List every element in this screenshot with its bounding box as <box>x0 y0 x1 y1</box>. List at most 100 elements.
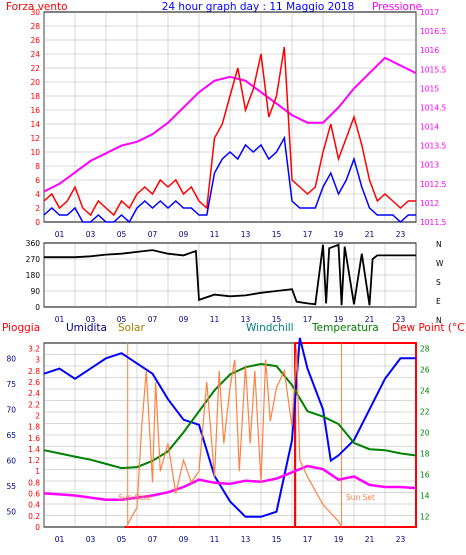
y-tick-label-right: 1016.5 <box>420 27 446 36</box>
x-tick-label: 03 <box>86 315 96 324</box>
y-tick-label-right: 1014.5 <box>420 103 446 112</box>
x-tick-label: 03 <box>86 230 96 239</box>
y-tick-label-right: 28 <box>420 344 430 353</box>
compass-label: N <box>436 316 442 325</box>
y-tick-label-rain: 2.8 <box>28 367 40 376</box>
x-tick-label: 09 <box>179 230 189 239</box>
wind-speed-label: Forza vento <box>6 1 68 13</box>
rain-humidity-temperature-panel: 0 0.2 0.4 0.6 0.8 1 1.2 1.4 1.6 1.8 2 2.2 2.4 2.6 2.8 3… <box>6 337 430 544</box>
series-line-direction <box>44 243 416 306</box>
series-line-dew-point <box>43 464 417 501</box>
y-tick-label-right: 22 <box>420 407 430 416</box>
compass-label: S <box>436 278 441 287</box>
y-tick-label-left: 22 <box>30 64 40 73</box>
legend-windchill: Windchill <box>246 322 294 334</box>
y-tick-label-right: 18 <box>420 449 430 458</box>
y-tick-label-left: 24 <box>30 50 40 59</box>
y-tick-label-left: 28 <box>30 22 40 31</box>
x-tick-label: 21 <box>365 315 375 324</box>
y-tick-label-rain: 0.8 <box>28 478 40 487</box>
x-tick-label: 19 <box>334 230 344 239</box>
x-tick-label: 11 <box>210 230 220 239</box>
sunrise-label: Sun Rise <box>118 493 151 502</box>
y-tick-label-left: 360 <box>26 239 41 248</box>
legend-rain: Pioggia <box>2 322 40 334</box>
series-line-umidita <box>43 337 416 518</box>
y-tick-label-right: 16 <box>420 470 430 479</box>
x-tick-label: 11 <box>210 535 220 544</box>
series-line-speed <box>43 135 416 224</box>
x-tick-label: 09 <box>179 315 189 324</box>
y-tick-label-rain: 1.6 <box>28 434 40 443</box>
y-tick-label-rain: 3 <box>35 356 40 365</box>
series-line-solar <box>127 348 343 528</box>
y-tick-label-right: 1011.5 <box>420 218 446 227</box>
y-tick-label-left: 8 <box>35 162 40 171</box>
x-tick-label: 21 <box>365 535 375 544</box>
x-tick-label: 15 <box>272 315 282 324</box>
y-tick-label-right: 1012 <box>420 199 439 208</box>
y-tick-label-left: 4 <box>35 190 40 199</box>
y-tick-label-right: 1015 <box>420 84 439 93</box>
x-tick-label: 23 <box>396 230 406 239</box>
y-tick-label-left: 12 <box>30 134 40 143</box>
y-tick-label-rain: 1.2 <box>28 456 40 465</box>
y-tick-label-rain: 2 <box>35 411 40 420</box>
y-tick-label-left: 2 <box>35 204 40 213</box>
y-tick-label-left: 18 <box>30 92 40 101</box>
y-tick-label-humidity: 60 <box>6 457 16 466</box>
legend-dewpoint: Dew Point (°C) <box>392 322 466 334</box>
y-tick-label-right: 1016 <box>420 46 439 55</box>
y-tick-label-humidity: 55 <box>6 482 16 491</box>
series-line-gust <box>43 46 416 217</box>
y-tick-label-right: 1013.5 <box>420 142 446 151</box>
series-line-temperatura <box>43 362 417 470</box>
compass-label: N <box>436 240 442 249</box>
y-tick-label-right: 1013 <box>420 161 439 170</box>
x-tick-label: 01 <box>55 535 65 544</box>
y-tick-label-right: 12 <box>420 512 430 521</box>
y-tick-label-left: 20 <box>30 78 40 87</box>
rain-period-2 <box>294 342 418 528</box>
x-tick-label: 21 <box>365 230 375 239</box>
x-tick-label: 13 <box>241 315 251 324</box>
x-tick-label: 23 <box>396 535 406 544</box>
y-tick-label-right: 26 <box>420 365 430 374</box>
x-tick-label: 07 <box>148 230 158 239</box>
y-tick-label-rain: 3.2 <box>28 345 40 354</box>
y-tick-label-rain: 0.4 <box>28 501 40 510</box>
x-tick-label: 11 <box>210 315 220 324</box>
legend-solar: Solar <box>118 322 145 334</box>
x-tick-label: 13 <box>241 535 251 544</box>
x-tick-label: 23 <box>396 315 406 324</box>
series-line-Pressione <box>43 56 417 193</box>
y-tick-label-left: 30 <box>30 8 40 17</box>
pressure-label: Pressione <box>372 1 422 13</box>
y-tick-label-left: 6 <box>35 176 40 185</box>
y-tick-label-left: 270 <box>26 255 41 264</box>
x-tick-label: 01 <box>55 230 65 239</box>
x-tick-label: 15 <box>272 230 282 239</box>
y-tick-label-rain: 2.2 <box>28 400 40 409</box>
y-tick-label-left: 16 <box>30 106 40 115</box>
x-tick-label: 17 <box>303 535 313 544</box>
x-tick-label: 09 <box>179 535 189 544</box>
x-tick-label: 01 <box>55 315 65 324</box>
wind-direction-panel: 0 90 180 270 360 N W S E N 01 03 05 07 09 11 13 15 17 19 21 2… <box>26 239 444 325</box>
sunset-label: Sun Set <box>346 493 375 502</box>
y-tick-label-left: 90 <box>30 287 40 296</box>
y-tick-label-right: 20 <box>420 428 430 437</box>
y-tick-label-rain: 1.4 <box>28 445 40 454</box>
x-tick-label: 07 <box>148 315 158 324</box>
y-tick-label-rain: 0 <box>35 523 40 532</box>
y-tick-label-left: 0 <box>35 303 40 312</box>
y-tick-label-rain: 1 <box>35 467 40 476</box>
y-tick-label-right: 1017 <box>420 8 439 17</box>
legend-humidity: Umidita <box>66 322 107 334</box>
x-tick-label: 05 <box>117 315 127 324</box>
x-tick-label: 17 <box>303 315 313 324</box>
chart-title: 24 hour graph day : 11 Maggio 2018 <box>162 1 355 13</box>
y-tick-label-right: 1014 <box>420 123 439 132</box>
x-tick-label: 07 <box>148 535 158 544</box>
